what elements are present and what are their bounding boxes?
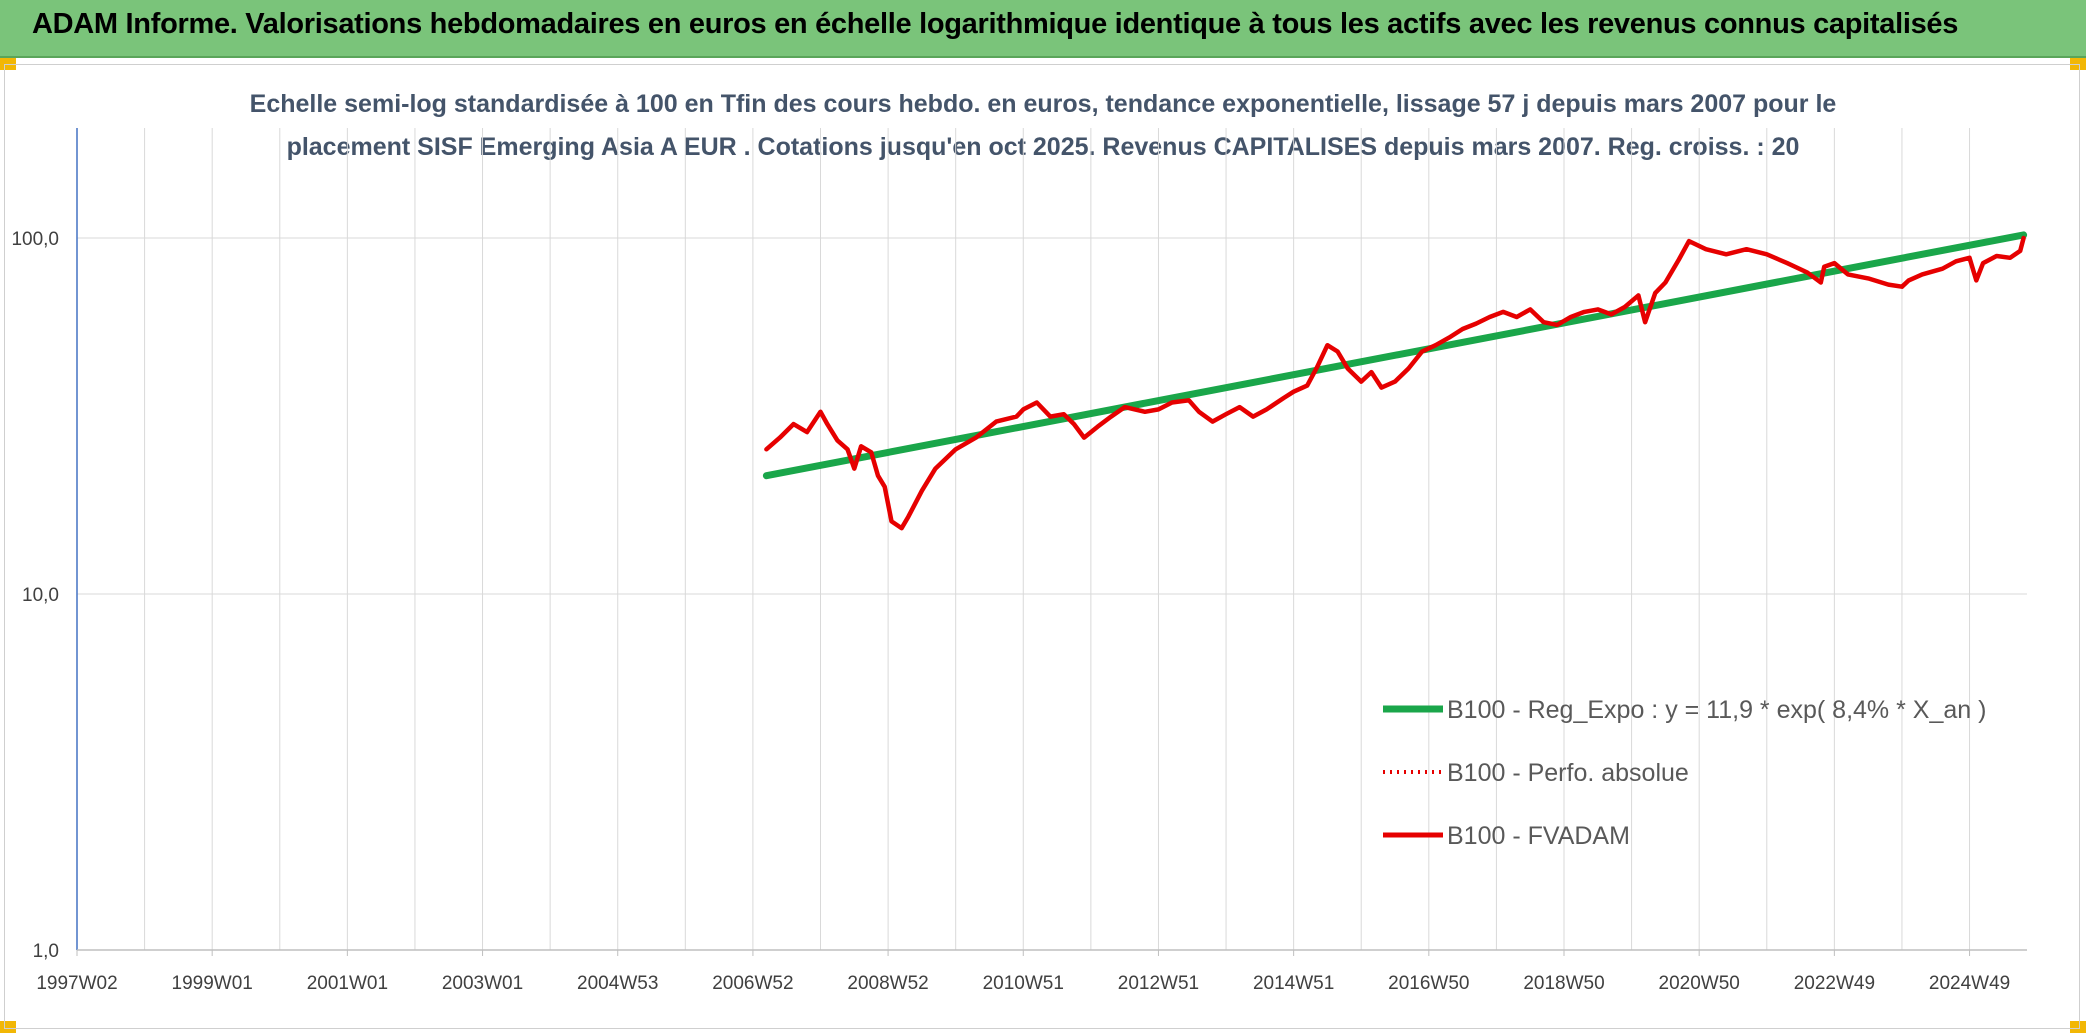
legend-label-0: B100 - Reg_Expo : y = 11,9 * exp( 8,4% *… (1447, 696, 1986, 724)
report-banner: ADAM Informe. Valorisations hebdomadaire… (0, 0, 2086, 58)
y-tick-labels: 1,0 10,0 100,0 (11, 229, 59, 962)
x-tick-labels: 1997W02 1999W01 2001W01 2003W01 2004W53 2006W… (36, 973, 2010, 994)
x-tick-label: 2022W49 (1794, 973, 1875, 994)
x-tick-label: 2018W50 (1523, 973, 1604, 994)
x-tick-label: 2010W51 (983, 973, 1064, 994)
x-tick-label: 2014W51 (1253, 973, 1334, 994)
series-line-0 (762, 231, 2028, 480)
x-tick-label: 2008W52 (847, 973, 928, 994)
legend-label-2: B100 - FVADAM (1447, 822, 1630, 850)
x-tick-label: 2024W49 (1929, 973, 2010, 994)
y-tick-label: 10,0 (22, 585, 59, 606)
x-tick-label: 2006W52 (712, 973, 793, 994)
x-tick-label: 2020W50 (1659, 973, 1740, 994)
chart-subtitle-line-2: placement SISF Emerging Asia A EUR . Cot… (286, 133, 1800, 161)
series-line-2 (764, 235, 2026, 531)
data-series (762, 231, 2028, 531)
y-tick-label: 1,0 (33, 941, 59, 962)
x-tick-label: 2003W01 (442, 973, 523, 994)
corner-marker-bottom-right (2070, 1021, 2086, 1033)
chart-frame (4, 64, 2080, 1029)
legend-label-1: B100 - Perfo. absolue (1447, 759, 1689, 787)
report-title: ADAM Informe. Valorisations hebdomadaire… (32, 8, 1959, 40)
legend: B100 - Reg_Expo : y = 11,9 * exp( 8,4% *… (1383, 696, 1986, 850)
x-tick-label: 2001W01 (307, 973, 388, 994)
x-tick-label: 1999W01 (172, 973, 253, 994)
axes (76, 128, 2027, 956)
y-tick-label: 100,0 (11, 229, 59, 250)
chart-subtitle-line-1: Echelle semi-log standardisée à 100 en T… (249, 90, 1837, 118)
x-tick-label: 1997W02 (36, 973, 117, 994)
x-tick-label: 2004W53 (577, 973, 658, 994)
x-tick-label: 2016W50 (1388, 973, 1469, 994)
grid-lines (76, 128, 2027, 951)
x-tick-label: 2012W51 (1118, 973, 1199, 994)
